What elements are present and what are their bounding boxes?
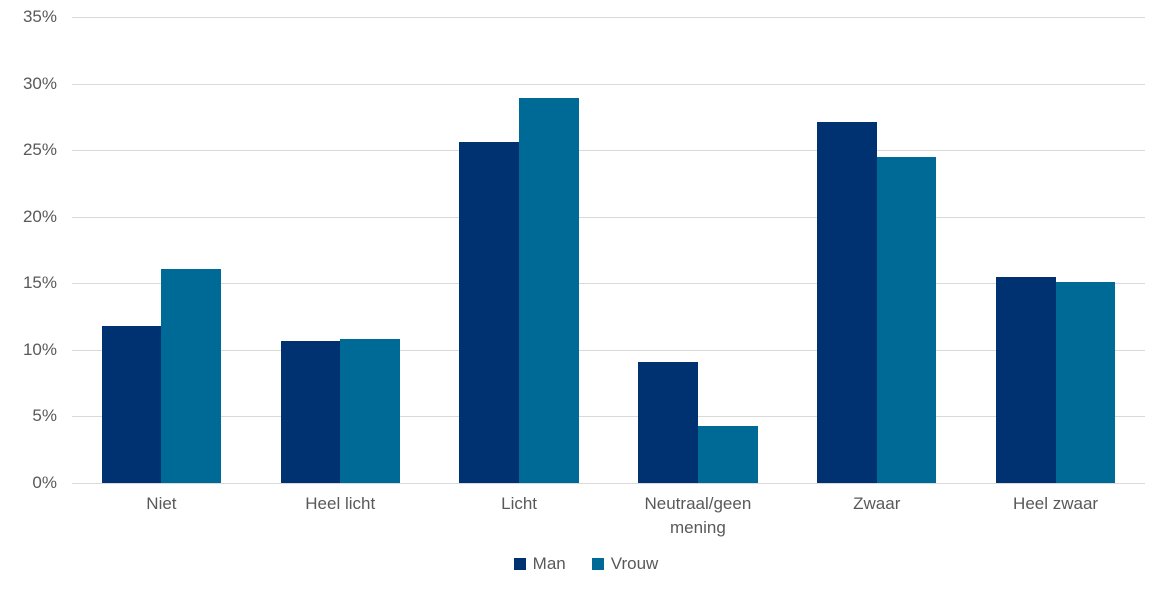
bar-man-niet xyxy=(101,325,162,483)
bar-vrouw-niet xyxy=(161,268,222,483)
y-tick-label: 5% xyxy=(32,406,57,426)
x-tick-label: Niet xyxy=(146,494,177,513)
gridline xyxy=(72,483,1145,484)
bar-man-heel-licht xyxy=(280,340,341,483)
bar-man-zwaar xyxy=(817,122,877,483)
bar-vrouw-zwaar xyxy=(876,156,937,483)
y-tick-label: 20% xyxy=(22,206,57,226)
gridline xyxy=(72,17,1145,18)
x-tick-label: Licht xyxy=(501,494,538,513)
y-tick-label: 0% xyxy=(32,473,57,492)
bar-vrouw-licht xyxy=(519,98,579,483)
bar-vrouw-heel-zwaar xyxy=(1055,281,1116,483)
x-tick-label: Heel zwaar xyxy=(1013,494,1099,513)
y-tick-label: 30% xyxy=(22,73,57,93)
legend-label-vrouw: Vrouw xyxy=(610,554,659,573)
bar-vrouw-neutraal-geen-mening xyxy=(697,425,758,483)
legend-item-vrouw: Vrouw xyxy=(591,554,659,574)
gridline xyxy=(72,416,1145,418)
legend-label-man: Man xyxy=(532,554,566,573)
bar-vrouw-heel-licht xyxy=(340,339,400,483)
x-tick-label: Heel licht xyxy=(305,494,376,513)
x-tick-label: Neutraal/geen mening xyxy=(644,494,752,537)
gridline xyxy=(72,283,1145,285)
legend-swatch-vrouw xyxy=(591,558,604,570)
y-tick-label: 35% xyxy=(22,7,57,26)
bar-man-neutraal-geen-mening xyxy=(638,361,698,483)
plot-area xyxy=(72,17,1145,484)
y-tick-label: 10% xyxy=(22,339,57,359)
gridline xyxy=(72,216,1145,218)
y-tick-label: 15% xyxy=(22,273,57,293)
legend-item-man: Man xyxy=(513,554,566,574)
gridline xyxy=(72,83,1145,85)
bar-man-licht xyxy=(459,142,520,483)
y-tick-label: 25% xyxy=(22,140,57,160)
bar-man-heel-zwaar xyxy=(995,276,1056,483)
legend: Man Vrouw xyxy=(0,554,1172,574)
x-tick-label: Zwaar xyxy=(853,494,901,513)
gridline xyxy=(72,349,1145,351)
gridline xyxy=(72,150,1145,152)
legend-swatch-man xyxy=(513,558,526,570)
